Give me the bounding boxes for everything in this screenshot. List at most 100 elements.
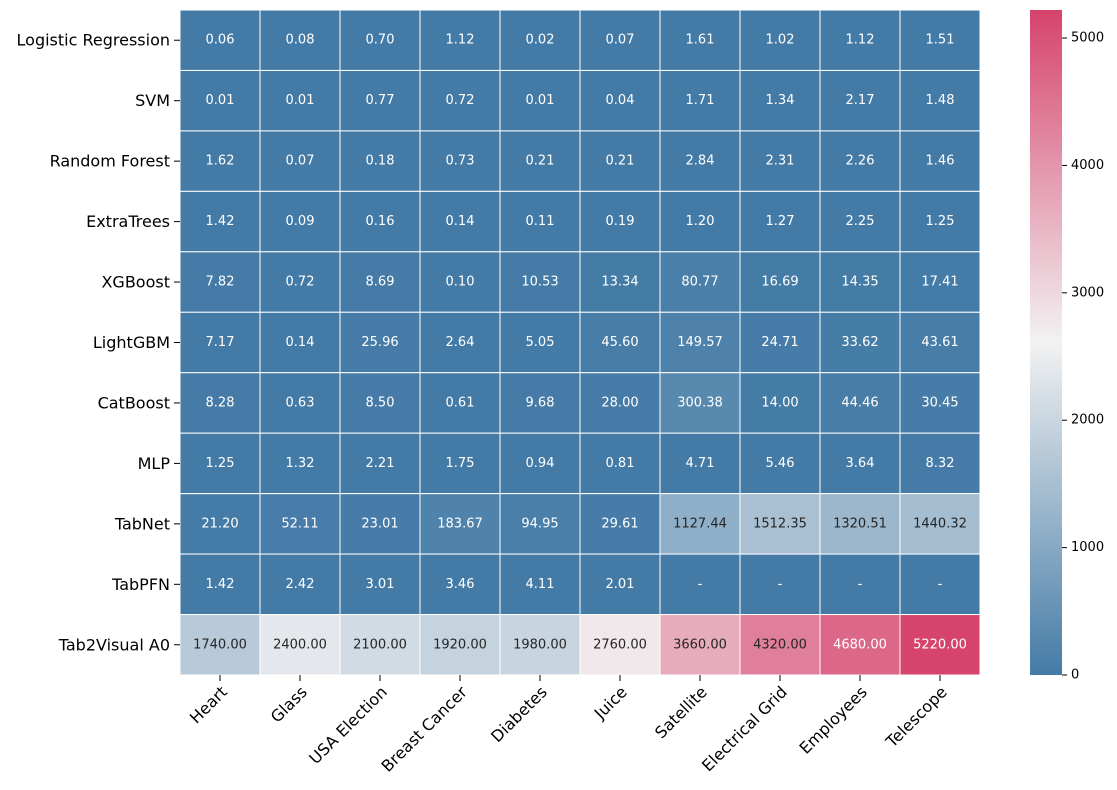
cell-value-label: 1.75: [446, 456, 475, 471]
cell-value-label: 0.01: [526, 93, 555, 108]
heatmap-cell: [179, 311, 261, 374]
heatmap-cell: [339, 130, 421, 192]
cell-value-label: 17.41: [921, 275, 958, 290]
row-label: Logistic Regression: [17, 31, 170, 50]
heatmap-cell: [579, 251, 661, 313]
cell-value-label: 3.46: [446, 577, 475, 592]
cell-value-label: 2400.00: [273, 637, 327, 652]
cell-value-label: 2760.00: [593, 637, 647, 652]
heatmap-cell: [339, 9, 421, 71]
cell-value-label: 0.08: [286, 33, 315, 48]
cell-value-label: 1.42: [206, 214, 235, 229]
heatmap-cell: [419, 553, 501, 616]
heatmap-cell: [819, 553, 901, 616]
cell-value-label: 5220.00: [913, 637, 967, 652]
heatmap-cell: [739, 432, 821, 495]
cell-value-label: 13.34: [601, 275, 638, 290]
heatmap-cell: [179, 372, 261, 434]
column-label: Diabetes: [487, 682, 551, 746]
heatmap-cell: [499, 614, 581, 676]
heatmap-cell: [579, 432, 661, 495]
cell-value-label: 0.63: [286, 395, 315, 410]
heatmap-cell: [659, 251, 741, 313]
heatmap-cell: [499, 311, 581, 374]
heatmap-cell: [899, 553, 981, 616]
heatmap-cell: [259, 493, 341, 555]
row-label: ExtraTrees: [86, 212, 170, 231]
heatmap-cell: [579, 190, 661, 253]
heatmap-cell: [659, 130, 741, 192]
heatmap-cells: [179, 9, 981, 676]
cell-value-label: 0.94: [526, 456, 555, 471]
heatmap-cell: [499, 553, 581, 616]
cell-value-label: 0.81: [606, 456, 635, 471]
heatmap-cell: [499, 130, 581, 192]
cell-value-label: 1.02: [766, 33, 795, 48]
heatmap-cell: [419, 372, 501, 434]
row-label: Tab2Visual A0: [58, 635, 170, 654]
cell-value-label: 4.11: [526, 577, 555, 592]
heatmap-cell: [739, 69, 821, 132]
heatmap-cell: [819, 190, 901, 253]
row-label: TabPFN: [111, 575, 170, 594]
cell-value-label: 24.71: [761, 335, 798, 350]
cell-value-label: 30.45: [921, 395, 958, 410]
cell-value-label: 0.77: [366, 93, 395, 108]
row-label: XGBoost: [101, 273, 170, 292]
heatmap-cell: [179, 553, 261, 616]
heatmap-cell: [259, 553, 341, 616]
heatmap-cell: [899, 130, 981, 192]
heatmap-cell: [899, 614, 981, 676]
heatmap-cell: [899, 9, 981, 71]
heatmap-cell: [659, 190, 741, 253]
colorbar-tick-label: 3000: [1071, 285, 1104, 300]
colorbar-gradient: [1030, 10, 1062, 675]
heatmap-cell: [499, 251, 581, 313]
row-label: Random Forest: [50, 152, 170, 171]
cell-value-label: 8.28: [206, 395, 235, 410]
cell-value-label: 1920.00: [433, 637, 487, 652]
cell-value-label: 0.18: [366, 154, 395, 169]
colorbar-tick-label: 1000: [1071, 540, 1104, 555]
cell-value-label: 1440.32: [913, 516, 967, 531]
colorbar: 0 1000 2000 3000 4000 5000: [1030, 10, 1104, 683]
cell-value-label: 0.06: [206, 33, 235, 48]
cell-value-label: 1.62: [206, 154, 235, 169]
cell-value-label: 29.61: [601, 516, 638, 531]
cell-value-label: 1.61: [686, 33, 715, 48]
cell-value-label: 0.09: [286, 214, 315, 229]
cell-value-label: 8.32: [926, 456, 955, 471]
cell-value-label: 1.25: [206, 456, 235, 471]
heatmap-cell: [579, 311, 661, 374]
cell-value-label: 0.72: [446, 93, 475, 108]
heatmap-cell: [819, 251, 901, 313]
cell-value-label: 0.14: [446, 214, 475, 229]
colorbar-tick-label: 2000: [1071, 413, 1104, 428]
cell-value-label: 9.68: [526, 395, 555, 410]
row-labels: Logistic Regression SVM Random Forest Extra…: [17, 31, 180, 654]
cell-value-label: 1.25: [926, 214, 955, 229]
column-label: Satellite: [651, 682, 711, 742]
cell-value-label: 1.71: [686, 93, 715, 108]
heatmap-cell: [419, 9, 501, 71]
cell-value-label: 2.01: [606, 577, 635, 592]
heatmap-cell: [499, 493, 581, 555]
column-label: USA Election: [305, 682, 391, 768]
heatmap-cell: [899, 493, 981, 555]
heatmap-cell: [899, 372, 981, 434]
heatmap-cell: [419, 614, 501, 676]
cell-value-label: 1127.44: [673, 516, 727, 531]
heatmap-cell: [819, 432, 901, 495]
cell-value-label: 14.35: [841, 275, 878, 290]
cell-value-label: 45.60: [601, 335, 638, 350]
cell-value-label: 0.70: [366, 33, 395, 48]
heatmap-cell: [739, 372, 821, 434]
cell-value-label: 10.53: [521, 275, 558, 290]
row-label: CatBoost: [98, 393, 170, 412]
heatmap-cell: [659, 553, 741, 616]
heatmap-cell: [819, 311, 901, 374]
cell-value-label: 4680.00: [833, 637, 887, 652]
cell-value-label: 80.77: [681, 275, 718, 290]
cell-value-label: 3.64: [846, 456, 875, 471]
